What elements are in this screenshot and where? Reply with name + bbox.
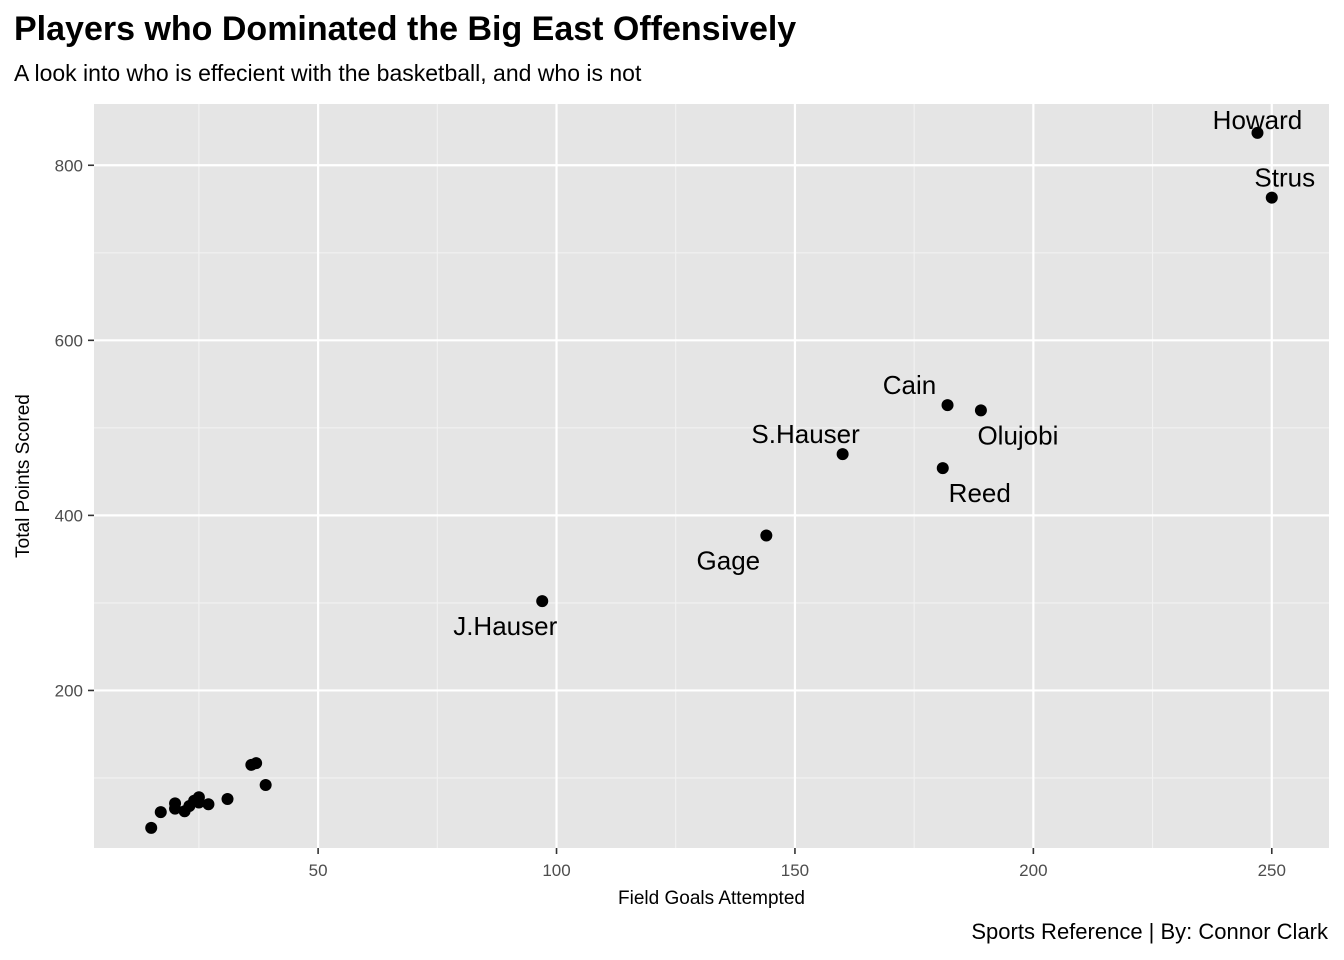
major-gridlines [94,104,1329,848]
chart-title: Players who Dominated the Big East Offen… [14,10,797,48]
x-tick-label: 200 [1019,861,1047,880]
data-point [1265,191,1278,204]
data-point [536,595,549,608]
point-label: J.Hauser [453,611,557,641]
point-labels: Howard Strus Cain Olujobi S.Hauser Reed Gage J.… [453,105,1315,641]
data-point [259,778,272,791]
data-point [145,821,158,834]
point-label: Strus [1254,163,1315,193]
data-point [836,448,849,461]
point-label: Olujobi [977,420,1058,450]
x-tick-label: 150 [781,861,809,880]
data-point [941,399,954,412]
data-point [936,462,949,475]
y-tick-label: 600 [55,331,83,350]
y-tick-label: 200 [55,681,83,700]
data-point [1251,126,1264,139]
chart-subtitle: A look into who is effecient with the ba… [14,60,642,86]
data-point [760,529,773,542]
data-point [154,806,167,819]
data-point [974,404,987,417]
minor-gridlines [94,104,1329,848]
data-point [169,802,182,815]
x-tick-label: 250 [1258,861,1286,880]
point-label: Cain [883,370,936,400]
data-point [250,757,263,770]
chart-caption: Sports Reference | By: Connor Clark [971,919,1328,944]
point-label: Reed [949,478,1011,508]
data-point [202,798,215,811]
data-point [221,792,234,805]
data-point [192,796,205,809]
y-tick-label: 400 [55,506,83,525]
point-label: Howard [1213,105,1303,135]
axis-ticks: 50 100 150 200 250 200 400 600 800 [55,156,1286,880]
y-tick-label: 800 [55,156,83,175]
x-tick-label: 50 [309,861,328,880]
point-label: Gage [697,546,761,576]
plot-panel [94,104,1329,848]
x-axis-title: Field Goals Attempted [618,888,805,909]
y-axis-title: Total Points Scored [13,394,34,558]
data-points [145,126,1278,834]
x-tick-label: 100 [542,861,570,880]
point-label: S.Hauser [751,419,860,449]
